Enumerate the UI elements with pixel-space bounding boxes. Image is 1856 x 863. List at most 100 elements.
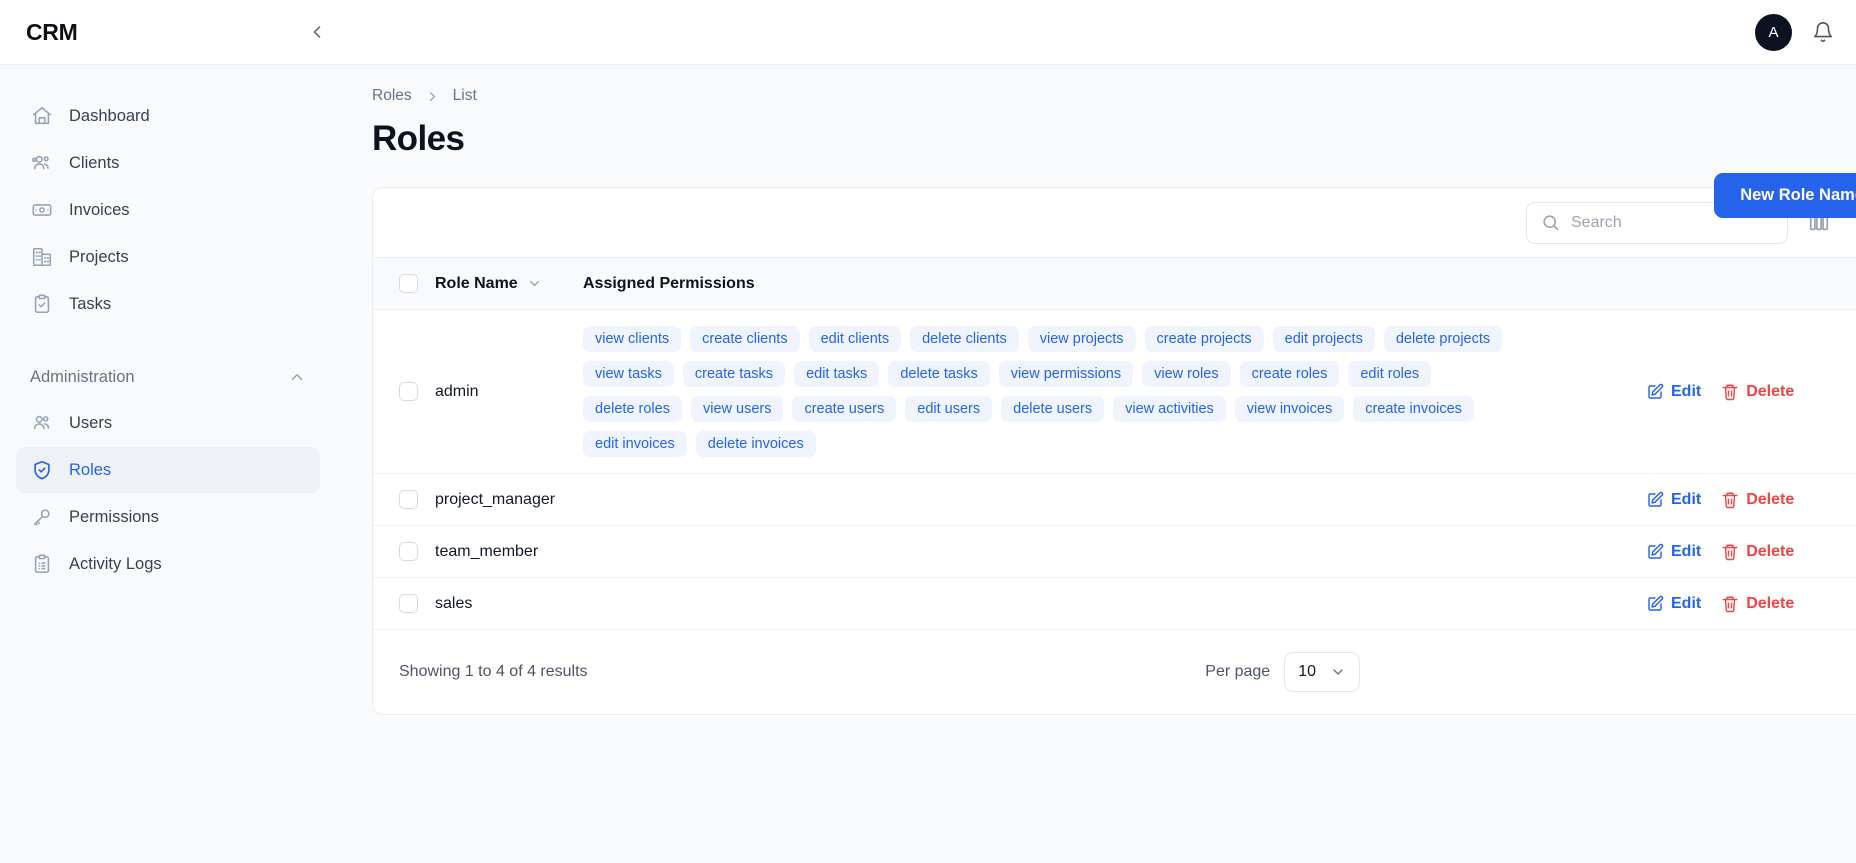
results-summary: Showing 1 to 4 of 4 results	[399, 663, 588, 680]
permission-badge[interactable]: view activities	[1113, 396, 1226, 422]
sidebar-item-label: Tasks	[69, 294, 112, 313]
actions-cell: Edit Delete	[1646, 526, 1856, 578]
search-box[interactable]	[1526, 201, 1788, 244]
chevron-down-icon	[1330, 664, 1346, 680]
permission-badge[interactable]: create roles	[1239, 361, 1340, 387]
permission-badge[interactable]: edit invoices	[583, 431, 687, 457]
per-page-select[interactable]: 10	[1284, 652, 1360, 692]
app-brand: CRM	[26, 18, 78, 45]
permission-badge[interactable]: view roles	[1142, 361, 1231, 387]
table-row: admin view clients create clients edit clie…	[373, 310, 1856, 474]
table-toolbar	[373, 188, 1856, 257]
row-actions: Edit Delete	[1646, 595, 1856, 613]
permission-badge[interactable]: delete invoices	[695, 431, 816, 457]
permission-badge[interactable]: edit roles	[1348, 361, 1432, 387]
users-group-icon	[30, 152, 53, 175]
roles-table: Role Name Assigned Permissions admin view…	[373, 257, 1856, 629]
main-content: Roles List Roles New Role Name	[336, 65, 1856, 863]
row-checkbox[interactable]	[399, 490, 418, 509]
table-head: Role Name Assigned Permissions	[373, 257, 1856, 310]
delete-label: Delete	[1746, 542, 1795, 560]
sidebar-item-tasks[interactable]: Tasks	[16, 281, 320, 327]
role-name-cell: admin	[435, 382, 479, 400]
delete-button[interactable]: Delete	[1721, 491, 1794, 509]
permission-badge[interactable]: view tasks	[583, 361, 674, 387]
breadcrumb-root[interactable]: Roles	[372, 87, 412, 104]
pencil-square-icon	[1646, 383, 1664, 401]
permission-badge[interactable]: edit tasks	[794, 361, 880, 387]
sidebar-item-invoices[interactable]: Invoices	[16, 187, 320, 233]
bell-icon[interactable]	[1812, 21, 1834, 43]
permission-badge[interactable]: delete clients	[910, 326, 1019, 352]
permission-badge[interactable]: view users	[690, 396, 784, 422]
sidebar-item-permissions[interactable]: Permissions	[16, 494, 320, 540]
chevron-right-icon	[425, 89, 440, 104]
permission-badge[interactable]: create users	[792, 396, 897, 422]
permission-badge[interactable]: create invoices	[1353, 396, 1474, 422]
edit-label: Edit	[1671, 542, 1702, 560]
permission-badge[interactable]: view invoices	[1234, 396, 1345, 422]
edit-button[interactable]: Edit	[1646, 383, 1701, 401]
role-name-cell: project_manager	[435, 490, 556, 508]
trash-icon	[1721, 383, 1739, 401]
search-input[interactable]	[1571, 213, 1773, 232]
clipboard-check-icon	[30, 293, 53, 316]
per-page-control: Per page 10	[1205, 652, 1360, 692]
roles-table-card: Role Name Assigned Permissions admin view…	[372, 187, 1856, 715]
sort-role-name[interactable]: Role Name	[435, 275, 542, 293]
row-actions: Edit Delete	[1646, 491, 1856, 509]
edit-label: Edit	[1671, 594, 1702, 612]
permission-badge[interactable]: create clients	[690, 326, 800, 352]
breadcrumb-current[interactable]: List	[452, 87, 477, 104]
permission-badge[interactable]: create tasks	[682, 361, 786, 387]
row-checkbox[interactable]	[399, 542, 418, 561]
sidebar-item-clients[interactable]: Clients	[16, 140, 320, 186]
delete-label: Delete	[1746, 594, 1795, 612]
permission-badge[interactable]: edit users	[905, 396, 993, 422]
permission-badge[interactable]: view permissions	[998, 361, 1134, 387]
sidebar-item-label: Roles	[69, 460, 112, 479]
sidebar-item-roles[interactable]: Roles	[16, 447, 320, 493]
delete-button[interactable]: Delete	[1721, 595, 1794, 613]
edit-label: Edit	[1671, 382, 1702, 400]
edit-button[interactable]: Edit	[1646, 491, 1701, 509]
edit-button[interactable]: Edit	[1646, 543, 1701, 561]
sidebar-item-label: Clients	[69, 153, 120, 172]
sidebar-item-users[interactable]: Users	[16, 400, 320, 446]
delete-button[interactable]: Delete	[1721, 543, 1794, 561]
chevron-up-icon	[288, 368, 306, 386]
delete-button[interactable]: Delete	[1721, 383, 1794, 401]
permission-badge[interactable]: create projects	[1144, 326, 1264, 352]
body: Dashboard Clients Invoices Projects	[0, 65, 1856, 863]
new-role-button[interactable]: New Role Name	[1714, 173, 1856, 218]
avatar[interactable]: A	[1755, 13, 1792, 51]
permission-badge[interactable]: edit projects	[1272, 326, 1375, 352]
per-page-value: 10	[1298, 663, 1316, 680]
sidebar-item-label: Permissions	[69, 507, 159, 526]
sidebar-item-activity-logs[interactable]: Activity Logs	[16, 541, 320, 587]
trash-icon	[1721, 491, 1739, 509]
permission-badge[interactable]: delete tasks	[888, 361, 990, 387]
permission-badge[interactable]: edit clients	[808, 326, 902, 352]
trash-icon	[1721, 595, 1739, 613]
permissions-cell	[583, 578, 1646, 630]
permission-badge[interactable]: delete users	[1001, 396, 1105, 422]
permission-badge[interactable]: delete projects	[1383, 326, 1503, 352]
top-bar-right: A	[1755, 13, 1856, 51]
edit-button[interactable]: Edit	[1646, 595, 1701, 613]
select-all-checkbox[interactable]	[399, 274, 418, 293]
table-row: project_manager Edit Delete	[373, 474, 1856, 526]
row-actions: Edit Delete	[1646, 543, 1856, 561]
sidebar-section-administration[interactable]: Administration	[16, 354, 320, 400]
permission-badge[interactable]: delete roles	[583, 396, 682, 422]
sidebar-collapse-icon[interactable]	[300, 15, 334, 49]
row-checkbox[interactable]	[399, 382, 418, 401]
per-page-label: Per page	[1205, 663, 1271, 680]
permission-badge[interactable]: view clients	[583, 326, 682, 352]
row-checkbox[interactable]	[399, 594, 418, 613]
permission-badge[interactable]: view projects	[1027, 326, 1136, 352]
sidebar-item-dashboard[interactable]: Dashboard	[16, 93, 320, 139]
column-assigned-permissions: Assigned Permissions	[583, 274, 755, 292]
sidebar-item-projects[interactable]: Projects	[16, 234, 320, 280]
